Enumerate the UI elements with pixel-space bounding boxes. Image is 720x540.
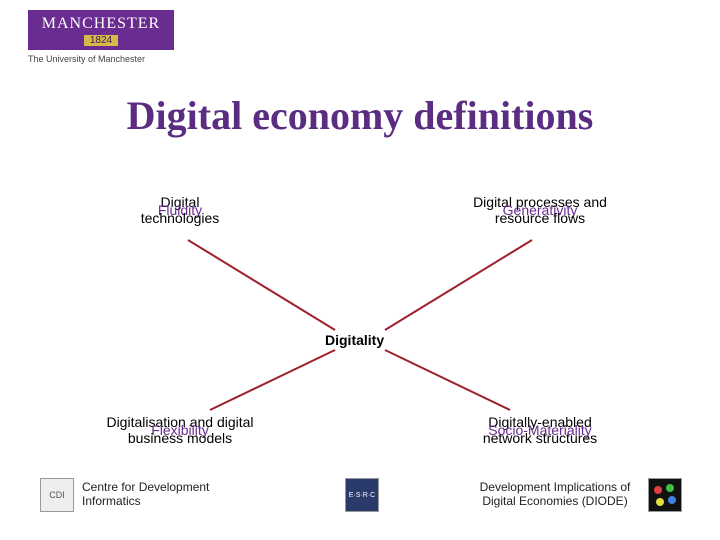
footer-left: CDI Centre for Development Informatics	[40, 478, 242, 512]
diode-graphic-icon	[650, 480, 680, 510]
footer-right-text: Development Implications of Digital Econ…	[470, 481, 640, 509]
slide-title: Digital economy definitions	[0, 92, 720, 139]
logo-year: 1824	[84, 35, 118, 46]
diagram-node-tr: Digital processes andGenerativityresourc…	[430, 194, 650, 226]
node-base-line2: resource flows	[430, 210, 650, 226]
cdi-icon: CDI	[40, 478, 74, 512]
diagram-node-br: Digitally-enabledSocio-Materialitynetwor…	[430, 414, 650, 446]
slide-root: MANCHESTER 1824 The University of Manche…	[0, 0, 720, 540]
logo-bar: MANCHESTER 1824	[28, 10, 174, 50]
diagram-edge	[385, 240, 532, 330]
diagram-center-label: Digitality	[325, 332, 384, 348]
logo-subtitle: The University of Manchester	[28, 54, 174, 64]
footer-mid: E·S·R·C	[345, 478, 379, 512]
diagram-edges	[0, 0, 720, 540]
footer-right: Development Implications of Digital Econ…	[470, 478, 682, 512]
university-logo: MANCHESTER 1824 The University of Manche…	[28, 10, 174, 64]
footer: CDI Centre for Development Informatics E…	[0, 478, 720, 526]
diagram-edge	[210, 350, 335, 410]
node-base-line2: technologies	[70, 210, 290, 226]
diagram-node-bl: Digitalisation and digitalFlexibilitybus…	[70, 414, 290, 446]
diagram-edge	[385, 350, 510, 410]
diagram-node-tl: DigitalFluiditytechnologies	[70, 194, 290, 226]
diagram-edge	[188, 240, 335, 330]
node-base-line2: network structures	[430, 430, 650, 446]
diode-icon	[648, 478, 682, 512]
footer-left-text: Centre for Development Informatics	[82, 481, 242, 509]
logo-main-text: MANCHESTER	[42, 15, 160, 33]
node-base-line2: business models	[70, 430, 290, 446]
esrc-icon: E·S·R·C	[345, 478, 379, 512]
